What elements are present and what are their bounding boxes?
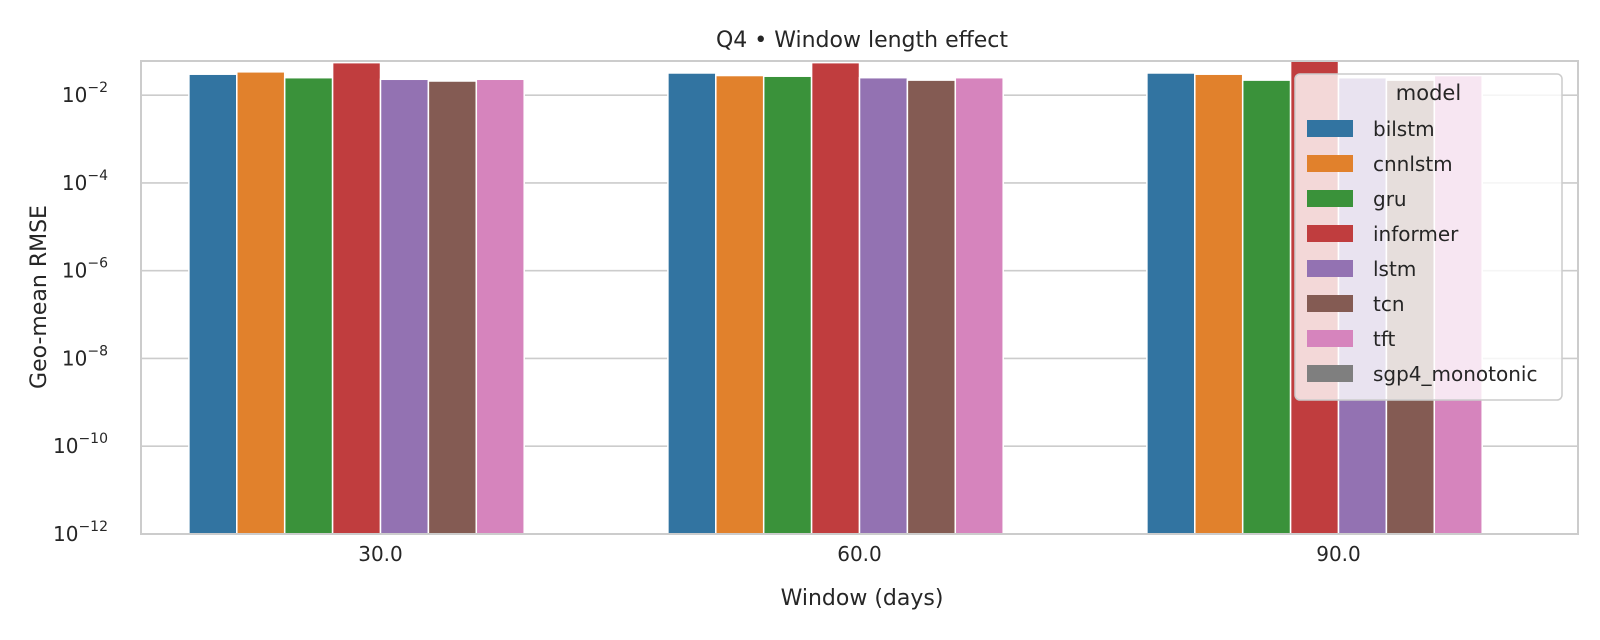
y-tick-label: 10−6 (62, 256, 108, 283)
legend-title: model (1396, 81, 1461, 105)
legend-label-bilstm: bilstm (1373, 117, 1435, 141)
y-tick-base: 10 (53, 522, 78, 546)
bar-tcn-30.0 (427, 80, 478, 535)
legend-label-gru: gru (1373, 187, 1407, 211)
y-tick-exponent: −4 (87, 168, 108, 184)
y-tick-label: 10−10 (53, 431, 108, 458)
y-tick-label: 10−12 (53, 519, 108, 546)
legend: model bilstm cnnlstm gru informer lstm tcn tft s… (1294, 73, 1563, 401)
bar-lstm-60.0 (858, 76, 909, 535)
bar-tft-30.0 (475, 78, 525, 535)
y-tick-base: 10 (62, 171, 87, 195)
bar-cnnlstm-30.0 (236, 71, 286, 535)
x-tick-label: 60.0 (837, 542, 882, 566)
legend-swatch-tcn (1307, 295, 1353, 312)
x-tick-labels: 30.0 60.0 90.0 (358, 542, 1361, 566)
legend-swatch-tft (1307, 330, 1353, 347)
y-tick-base: 10 (53, 434, 78, 458)
bar-tft-60.0 (954, 76, 1004, 535)
bar-bilstm-30.0 (188, 73, 238, 535)
x-tick-label: 90.0 (1316, 542, 1361, 566)
legend-swatch-cnnlstm (1307, 155, 1353, 172)
bar-gru-90.0 (1241, 79, 1292, 535)
legend-label-tcn: tcn (1373, 292, 1405, 316)
y-tick-label: 10−2 (62, 80, 108, 107)
plot-frame (140, 60, 1579, 535)
x-axis-label: Window (days) (781, 586, 944, 611)
bar-bilstm-90.0 (1146, 72, 1196, 535)
legend-swatch-lstm (1307, 260, 1353, 277)
y-tick-base: 10 (62, 83, 87, 107)
bar-cnnlstm-90.0 (1194, 73, 1244, 535)
bars (188, 60, 1483, 535)
bar-informer-30.0 (331, 61, 382, 535)
legend-box (1294, 73, 1563, 401)
legend-swatch-sgp4_monotonic (1307, 365, 1353, 382)
legend-label-lstm: lstm (1373, 257, 1416, 281)
legend-swatch-informer (1307, 225, 1353, 242)
legend-label-informer: informer (1373, 222, 1459, 246)
bar-gru-30.0 (283, 76, 334, 535)
bar-informer-60.0 (810, 61, 861, 535)
y-tick-exponent: −8 (87, 343, 108, 359)
legend-label-tft: tft (1373, 327, 1396, 351)
y-axis-label: Geo-mean RMSE (27, 205, 52, 389)
bar-gru-60.0 (762, 75, 813, 535)
y-tick-exponent: −10 (78, 431, 108, 447)
y-tick-exponent: −12 (78, 519, 108, 535)
legend-swatch-bilstm (1307, 120, 1353, 137)
y-tick-exponent: −2 (87, 80, 108, 96)
bar-lstm-30.0 (379, 78, 430, 535)
y-tick-label: 10−4 (62, 168, 108, 195)
y-tick-exponent: −6 (87, 256, 108, 272)
legend-swatch-gru (1307, 190, 1353, 207)
bar-bilstm-60.0 (667, 72, 717, 535)
chart-title: Q4 • Window length effect (716, 28, 1008, 53)
bar-tcn-60.0 (906, 79, 957, 535)
y-tick-label: 10−8 (62, 343, 108, 370)
y-tick-base: 10 (62, 346, 87, 370)
x-tick-label: 30.0 (358, 542, 403, 566)
legend-label-sgp4_monotonic: sgp4_monotonic (1373, 362, 1537, 386)
legend-label-cnnlstm: cnnlstm (1373, 152, 1453, 176)
y-tick-base: 10 (62, 259, 87, 283)
bar-cnnlstm-60.0 (715, 74, 765, 535)
